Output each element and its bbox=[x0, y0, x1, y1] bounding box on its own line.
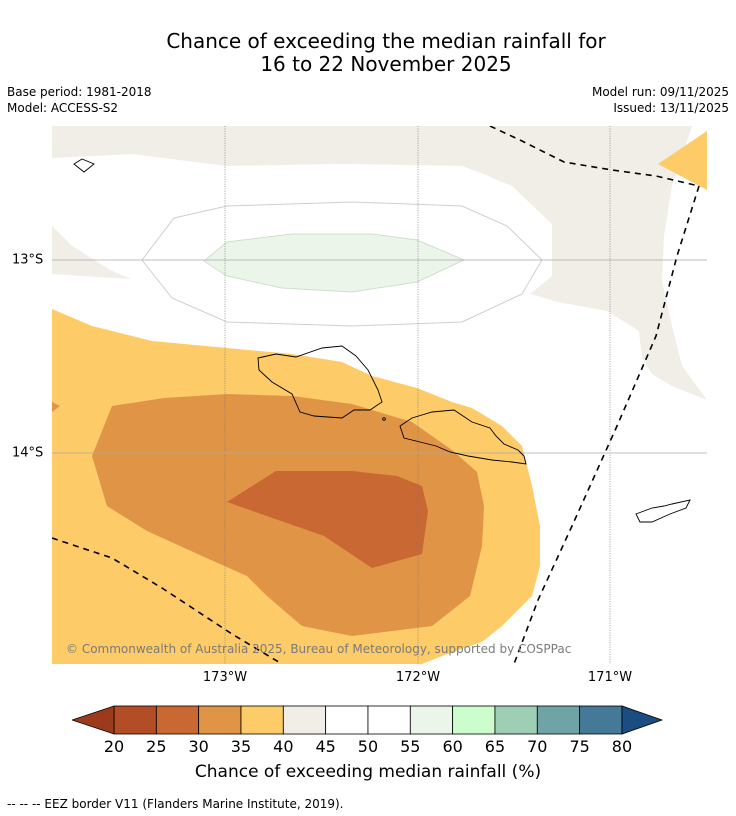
band-45-55-southeast bbox=[572, 356, 707, 586]
title-line-2: 16 to 22 November 2025 bbox=[260, 52, 512, 76]
coastlines bbox=[73, 158, 691, 523]
colorbar-box bbox=[282, 705, 327, 735]
colorbar-box bbox=[325, 705, 369, 735]
lat-label-14s: 14°S bbox=[12, 445, 44, 461]
band-35-40-northeast bbox=[658, 131, 707, 190]
colorbar-tick-label: 40 bbox=[273, 737, 294, 756]
colorbar-tick-label: 20 bbox=[103, 737, 125, 756]
meta-left: Base period: 1981-2018 Model: ACCESS-S2 bbox=[7, 84, 152, 116]
colorbar-tick-label: 80 bbox=[611, 737, 633, 756]
colorbar-box bbox=[409, 705, 454, 735]
rainfall-map bbox=[52, 126, 707, 664]
colorbar-box bbox=[367, 705, 411, 735]
band-25-30 bbox=[227, 471, 428, 568]
colorbar-box bbox=[240, 705, 284, 735]
colorbar-box bbox=[494, 705, 538, 735]
colorbar-tick-label: 45 bbox=[315, 737, 336, 756]
map-panel: © Commonwealth of Australia 2025, Bureau… bbox=[52, 126, 707, 664]
lon-label-173w: 173°W bbox=[202, 670, 248, 685]
colorbar-box bbox=[113, 705, 157, 735]
colorbar bbox=[72, 705, 664, 735]
colorbar-boxes bbox=[113, 705, 623, 735]
title-line-1: Chance of exceeding the median rainfall … bbox=[166, 29, 606, 53]
colorbar-tick-label: 60 bbox=[442, 737, 463, 756]
eez-footnote: -- -- -- EEZ border V11 (Flanders Marine… bbox=[7, 797, 344, 811]
eez-borders bbox=[52, 126, 700, 664]
chart-title: Chance of exceeding the median rainfall … bbox=[0, 30, 736, 76]
meta-right: Model run: 09/11/2025 Issued: 13/11/2025 bbox=[592, 84, 729, 116]
colorbar-box bbox=[579, 705, 623, 735]
colorbar-high-arrow bbox=[621, 705, 664, 735]
colorbar-tick-label: 30 bbox=[188, 737, 209, 756]
copyright-notice: © Commonwealth of Australia 2025, Bureau… bbox=[66, 642, 572, 656]
colorbar-box bbox=[155, 705, 200, 735]
colorbar-tick-label: 50 bbox=[357, 737, 379, 756]
colorbar-low-arrow bbox=[72, 705, 115, 735]
band-45-55-east bbox=[662, 126, 707, 400]
colorbar-tick-label: 55 bbox=[400, 737, 421, 756]
eez-border-southwest bbox=[52, 537, 283, 664]
colorbar-box bbox=[452, 705, 496, 735]
savaii-coastline bbox=[257, 345, 383, 419]
small-island bbox=[73, 158, 95, 173]
colorbar-tick-label: 70 bbox=[527, 737, 548, 756]
colorbar-box bbox=[198, 705, 242, 735]
base-period-text: Base period: 1981-2018 bbox=[7, 85, 152, 99]
lat-label-13s: 13°S bbox=[12, 252, 44, 268]
colorbar-tick-label: 35 bbox=[230, 737, 252, 756]
islet bbox=[382, 417, 386, 421]
model-run-text: Model run: 09/11/2025 bbox=[591, 85, 729, 99]
colorbar-tick-label: 65 bbox=[484, 737, 506, 756]
colorbar-tick-label: 75 bbox=[569, 737, 590, 756]
eez-border-east bbox=[513, 185, 700, 664]
model-text: Model: ACCESS-S2 bbox=[7, 101, 119, 115]
graticule bbox=[52, 126, 707, 664]
issued-text: Issued: 13/11/2025 bbox=[613, 101, 729, 115]
colorbar-tick-label: 25 bbox=[146, 737, 167, 756]
tutuila-coastline bbox=[635, 499, 691, 523]
colorbar-box bbox=[536, 705, 581, 735]
lon-label-171w: 171°W bbox=[587, 670, 633, 685]
band-30-35-edge bbox=[52, 402, 60, 412]
colorbar-title: Chance of exceeding median rainfall (%) bbox=[194, 762, 542, 782]
upolu-coastline bbox=[399, 409, 527, 465]
band-40-45 bbox=[52, 126, 707, 400]
lon-label-172w: 172°W bbox=[395, 670, 441, 685]
